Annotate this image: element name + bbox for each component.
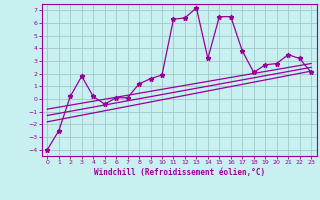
X-axis label: Windchill (Refroidissement éolien,°C): Windchill (Refroidissement éolien,°C) [94, 168, 265, 177]
